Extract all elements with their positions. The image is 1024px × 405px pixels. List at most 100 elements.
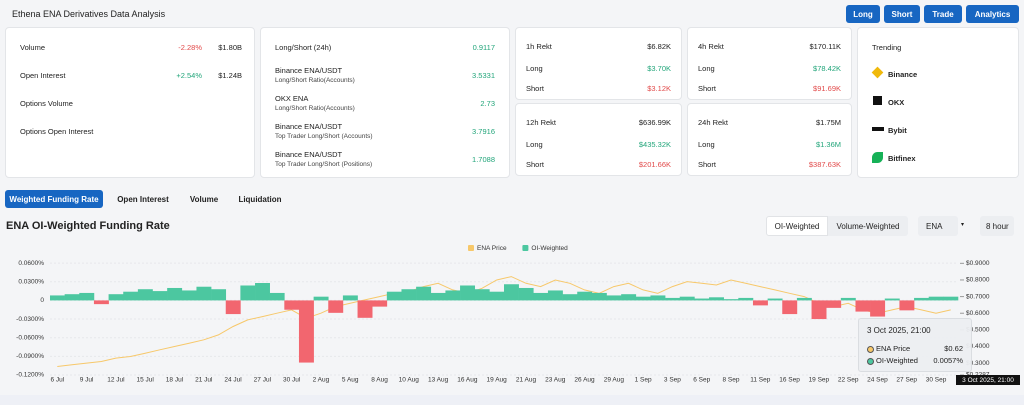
funding-bar — [240, 285, 256, 301]
tooltip-label: ENA Price — [876, 344, 911, 353]
funding-bar — [752, 300, 768, 306]
swatch — [867, 358, 874, 365]
y-tick-label: -0.1200% — [16, 372, 44, 379]
funding-bar — [796, 297, 812, 301]
funding-bar — [255, 283, 270, 301]
funding-bar — [547, 290, 563, 301]
funding-bar — [709, 297, 724, 301]
tooltip: 3 Oct 2025, 21:00 ENA Price $0.62 OI-Wei… — [858, 318, 972, 372]
x-tick-label: 19 Sep — [809, 377, 830, 384]
long-short-card: Long/Short (24h) 0.9117 Binance ENA/USDT… — [260, 27, 510, 178]
x-tick-label: 19 Aug — [487, 377, 508, 384]
interval-select[interactable]: 8 hour — [980, 216, 1014, 236]
funding-bar — [313, 296, 329, 301]
funding-bar — [460, 285, 476, 301]
rekt-value: $91.69K — [813, 84, 841, 93]
long-button[interactable]: Long — [846, 5, 880, 23]
rekt-period: 1h Rekt — [526, 42, 552, 51]
rekt-label: Long — [526, 64, 543, 73]
trade-button[interactable]: Trade — [924, 5, 962, 23]
label: Binance ENA/USDT — [275, 66, 343, 75]
x-tick-label: 3 Sep — [664, 377, 681, 384]
funding-bar — [767, 298, 783, 301]
funding-bar — [870, 300, 886, 317]
value: 0.9117 — [472, 43, 495, 52]
funding-bar — [635, 296, 651, 301]
funding-bar — [577, 291, 593, 301]
analytics-button[interactable]: Analytics — [966, 5, 1019, 23]
rekt-value: $387.63K — [808, 160, 841, 169]
x-tick-label: 27 Jul — [254, 377, 272, 384]
funding-bar — [328, 300, 344, 313]
tab[interactable]: Volume — [189, 194, 219, 204]
funding-bar — [518, 287, 534, 301]
toggle[interactable]: Volume-Weighted — [828, 216, 908, 236]
swatch — [867, 346, 874, 353]
funding-bar — [123, 291, 139, 301]
funding-bar — [694, 298, 710, 301]
funding-bar — [211, 289, 227, 301]
funding-bar — [855, 300, 871, 312]
legend-swatch — [522, 245, 529, 251]
rekt-total: $6.82K — [647, 42, 671, 51]
x-tick-label: 16 Sep — [779, 377, 800, 384]
rekt-value: $435.32K — [638, 140, 671, 149]
funding-bar — [196, 286, 212, 301]
price-line — [57, 276, 951, 367]
rekt-total: $636.99K — [638, 118, 671, 127]
x-tick-label: 9 Jul — [80, 377, 94, 384]
y2-tick-label: $0.8000 — [966, 277, 990, 284]
funding-bar — [108, 294, 124, 301]
x-tick-label: 6 Jul — [50, 377, 64, 384]
trending-title: Trending — [872, 43, 902, 52]
funding-bar — [79, 292, 95, 301]
x-tick-label: 1 Sep — [635, 377, 652, 384]
funding-bar — [943, 296, 959, 301]
x-tick-label: 30 Sep — [926, 377, 947, 384]
coin-select[interactable]: ENA — [918, 216, 958, 236]
rekt-label: Long — [698, 140, 715, 149]
sublabel: Top Trader Long/Short (Positions) — [275, 161, 373, 168]
rekt-label: Short — [526, 84, 544, 93]
rekt-label: Short — [698, 160, 716, 169]
value: 2.73 — [480, 99, 495, 108]
rekt-value: $78.42K — [813, 64, 841, 73]
rekt-period: 12h Rekt — [526, 118, 557, 127]
tab[interactable]: Open Interest — [117, 194, 169, 204]
y-tick-label: 0 — [40, 297, 44, 304]
x-tick-label: 13 Aug — [428, 377, 449, 384]
exchange: Bitfinex — [888, 154, 916, 163]
rekt-label: Short — [698, 84, 716, 93]
x-tick-label: 24 Sep — [867, 377, 888, 384]
rekt-label: Long — [526, 140, 543, 149]
tab[interactable]: Liquidation — [238, 194, 282, 204]
rekt-card: 24h Rekt $1.75M Long $1.36M Short $387.63K — [687, 103, 852, 176]
funding-bar — [430, 292, 446, 301]
bybit-icon — [872, 127, 884, 131]
value: $1.80B — [218, 43, 242, 52]
bitfinex-icon — [872, 152, 883, 163]
funding-bar — [64, 294, 80, 301]
funding-bar — [416, 286, 432, 301]
x-tick-label: 22 Sep — [838, 377, 859, 384]
label: Volume — [20, 43, 46, 52]
rekt-value: $3.12K — [647, 84, 671, 93]
x-tick-label: 29 Aug — [604, 377, 625, 384]
short-button[interactable]: Short — [884, 5, 920, 23]
okx-icon — [873, 96, 882, 105]
y-tick-label: 0.0600% — [18, 260, 44, 267]
tab-active[interactable]: Weighted Funding Rate — [5, 190, 103, 208]
x-tick-label: 26 Aug — [574, 377, 595, 384]
exchange: Bybit — [888, 126, 907, 135]
funding-bar — [298, 300, 314, 363]
funding-bar — [826, 300, 842, 308]
x-tick-label: 10 Aug — [399, 377, 420, 384]
funding-bar — [137, 289, 153, 301]
funding-bar — [225, 300, 241, 315]
rekt-card: 4h Rekt $170.11K Long $78.42K Short $91.69K — [687, 27, 852, 100]
zoom-slider[interactable] — [0, 395, 1024, 405]
funding-bar — [591, 292, 607, 301]
rekt-card: 1h Rekt $6.82K Long $3.70K Short $3.12K — [515, 27, 682, 100]
rekt-period: 24h Rekt — [698, 118, 729, 127]
toggle-active[interactable]: OI-Weighted — [766, 216, 828, 236]
